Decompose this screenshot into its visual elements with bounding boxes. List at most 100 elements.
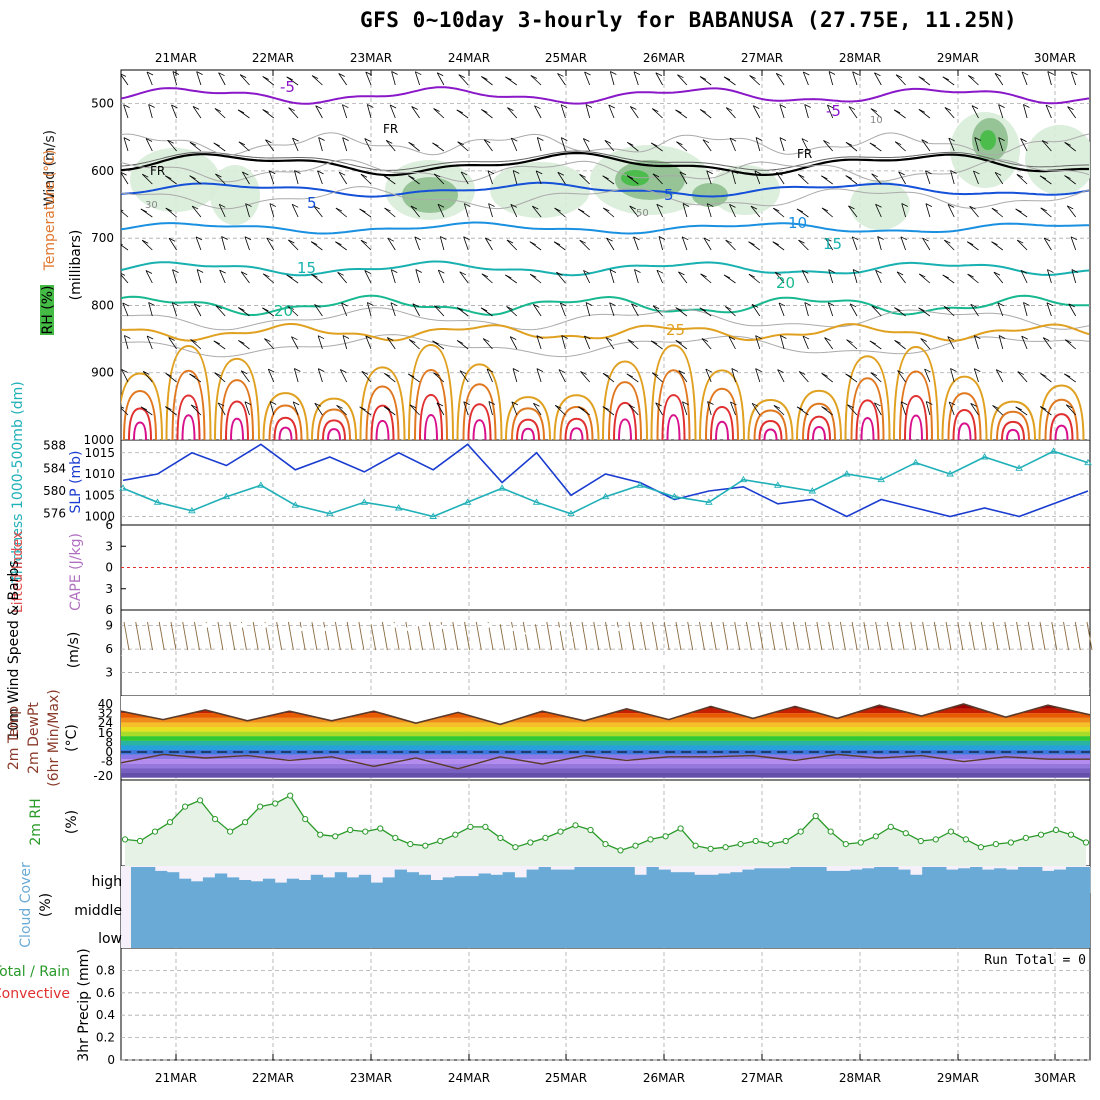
rh2m-point bbox=[647, 836, 654, 843]
rh2m-unit-label: (%) bbox=[64, 810, 80, 834]
wind-barb-flag bbox=[875, 203, 882, 208]
wind-barb-flag bbox=[1039, 175, 1047, 180]
wind10-point bbox=[532, 618, 539, 625]
wind-barb bbox=[238, 141, 250, 152]
isotherm-label: 25 bbox=[666, 321, 685, 339]
temperature-color-band bbox=[121, 759, 1090, 764]
wind-barb bbox=[846, 339, 858, 350]
wind-barb bbox=[827, 302, 834, 317]
wind-barb bbox=[925, 170, 931, 185]
wind-barb bbox=[950, 170, 955, 185]
convective-isotherm bbox=[796, 389, 842, 440]
wind-barb-flag bbox=[1020, 270, 1028, 274]
convective-isotherm bbox=[613, 401, 637, 440]
wind-barb-flag bbox=[798, 371, 806, 375]
isotherm-label: 5 bbox=[307, 194, 317, 212]
run-total-label: Run Total = 0 bbox=[984, 953, 1086, 968]
wind-barb bbox=[925, 203, 931, 218]
convective-isotherm bbox=[661, 394, 686, 440]
wind-barb-flag bbox=[269, 401, 277, 405]
wind10-point bbox=[766, 650, 773, 656]
wind-barb bbox=[434, 305, 445, 317]
wind10-point bbox=[813, 653, 820, 660]
wind-barb bbox=[529, 273, 542, 284]
wind-barb bbox=[487, 170, 493, 185]
wind-barb-flag bbox=[262, 76, 269, 80]
wind10-barb bbox=[1016, 621, 1022, 651]
wind-barb-flag bbox=[707, 401, 714, 405]
wind-barb-flag bbox=[342, 104, 349, 109]
convective-isotherm bbox=[844, 355, 891, 440]
wind10-barb bbox=[992, 621, 999, 651]
rh2m-point bbox=[317, 831, 324, 838]
wind-barb bbox=[317, 170, 323, 185]
wind-barb-flag bbox=[583, 138, 590, 142]
wind10-barb bbox=[311, 621, 318, 651]
wind-barb-flag bbox=[845, 373, 852, 378]
wind-barb-flag bbox=[317, 170, 324, 175]
wind-barb-flag bbox=[311, 75, 319, 79]
wind-barb-flag bbox=[852, 269, 860, 273]
cloud-high-bar bbox=[167, 872, 180, 893]
wind-barb bbox=[603, 207, 615, 218]
date-label-bottom: 25MAR bbox=[545, 1071, 587, 1085]
rh2m-point bbox=[872, 833, 879, 840]
temp2m-mask bbox=[121, 696, 1090, 725]
wind-barb-flag bbox=[725, 239, 732, 244]
wind-barb bbox=[605, 337, 615, 350]
rh2m-point bbox=[947, 828, 955, 835]
wind10-point bbox=[238, 622, 245, 629]
wind-barb bbox=[1023, 104, 1028, 119]
convective-isotherm bbox=[317, 408, 351, 440]
wind-barb bbox=[560, 104, 566, 119]
wind-barb-flag bbox=[585, 104, 593, 108]
cloud-high-bar bbox=[982, 869, 995, 893]
rh2m-point bbox=[197, 797, 204, 804]
wind-barb bbox=[361, 371, 372, 383]
rh2m-point bbox=[827, 828, 834, 835]
wind-barb-flag bbox=[701, 338, 709, 342]
convective-isotherm bbox=[375, 419, 390, 440]
thickness-line-point bbox=[980, 453, 989, 460]
wind-barb-flag bbox=[631, 303, 638, 308]
date-label-bottom: 21MAR bbox=[155, 1071, 197, 1085]
wind-barb bbox=[925, 401, 931, 416]
wind-barb-flag bbox=[288, 239, 295, 244]
wind10-barb bbox=[170, 621, 177, 651]
wind-barb bbox=[167, 140, 177, 152]
wind-barb bbox=[148, 302, 153, 317]
wind-barb bbox=[338, 73, 348, 86]
date-label-bottom: 23MAR bbox=[350, 1071, 392, 1085]
date-label-top: 23MAR bbox=[350, 51, 392, 65]
wind-barb bbox=[1070, 71, 1077, 86]
wind-barb-flag bbox=[557, 73, 564, 77]
precip-label: 3hr Precip (mm) bbox=[76, 948, 92, 1061]
rh2m-point bbox=[662, 833, 669, 840]
convective-isotherm bbox=[414, 369, 448, 440]
wind-barb bbox=[1065, 404, 1076, 416]
wind-barb-flag bbox=[384, 207, 391, 212]
upper-wind-label: Wind (m/s) bbox=[42, 130, 58, 206]
cloud-level-label: middle bbox=[74, 903, 122, 919]
temp2m-tick: 24 bbox=[98, 716, 113, 730]
wind-barb bbox=[1070, 236, 1077, 251]
wind-barb-flag bbox=[679, 171, 687, 176]
wind-barb bbox=[675, 307, 688, 317]
wind-barb-flag bbox=[969, 205, 976, 210]
wind-barb-flag bbox=[608, 104, 615, 109]
wind-barb bbox=[580, 371, 591, 383]
wind10-point bbox=[121, 652, 127, 659]
cloud-high-bar bbox=[862, 868, 875, 893]
wind-barb-flag bbox=[779, 137, 787, 141]
rh2m-point bbox=[136, 837, 144, 845]
wind-barb bbox=[725, 107, 736, 119]
lifted-tick: 6 bbox=[105, 603, 113, 617]
wind-barb bbox=[262, 273, 275, 284]
wind-barb bbox=[171, 302, 177, 317]
wind-barb-flag bbox=[262, 307, 269, 312]
wind-barb-flag bbox=[944, 107, 952, 111]
wind-barb-flag bbox=[510, 336, 517, 341]
wind-barb-flag bbox=[676, 141, 683, 146]
convective-isotherm bbox=[521, 427, 535, 440]
wind-barb bbox=[536, 137, 542, 152]
